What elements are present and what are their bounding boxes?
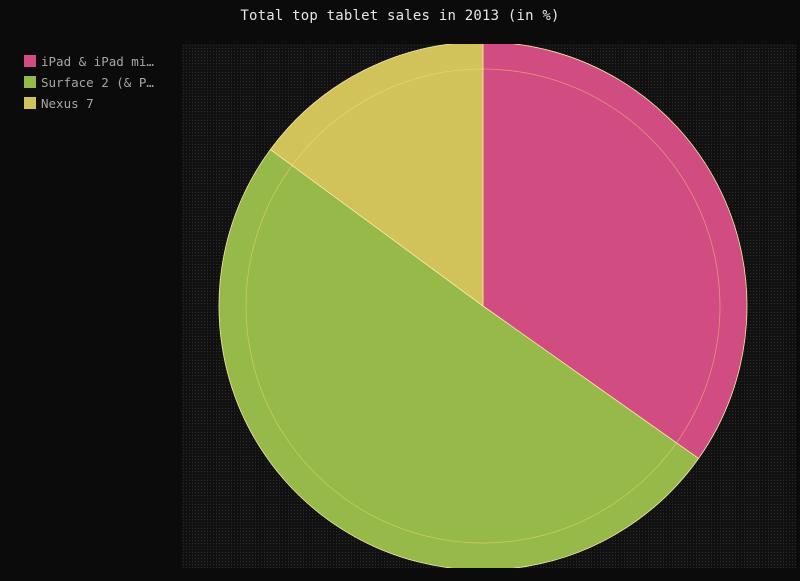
legend-item-ipad[interactable]: iPad & iPad mi… bbox=[24, 51, 154, 71]
legend-swatch-surface bbox=[24, 76, 36, 88]
pie-slice-ring-surface bbox=[245, 165, 677, 544]
legend-swatch-ipad bbox=[24, 55, 36, 67]
pie-chart bbox=[218, 44, 748, 568]
chart-title: Total top tablet sales in 2013 (in %) bbox=[240, 8, 560, 24]
pie-slice-ipad[interactable] bbox=[482, 44, 748, 460]
pie-slice-surface[interactable] bbox=[218, 148, 700, 568]
pie-slice-ring-nexus bbox=[291, 68, 484, 166]
legend-item-nexus[interactable]: Nexus 7 bbox=[24, 93, 154, 113]
pie-slices bbox=[218, 44, 748, 568]
legend-label-surface: Surface 2 (& P… bbox=[41, 74, 154, 90]
plot-area bbox=[182, 44, 796, 568]
legend: iPad & iPad mi… Surface 2 (& P… Nexus 7 bbox=[24, 51, 154, 114]
legend-label-nexus: Nexus 7 bbox=[41, 95, 94, 111]
legend-label-ipad: iPad & iPad mi… bbox=[41, 53, 154, 69]
legend-item-surface[interactable]: Surface 2 (& P… bbox=[24, 72, 154, 92]
legend-swatch-nexus bbox=[24, 97, 36, 109]
pie-slice-nexus[interactable] bbox=[269, 44, 484, 307]
pie-slice-ring-ipad bbox=[482, 68, 721, 444]
